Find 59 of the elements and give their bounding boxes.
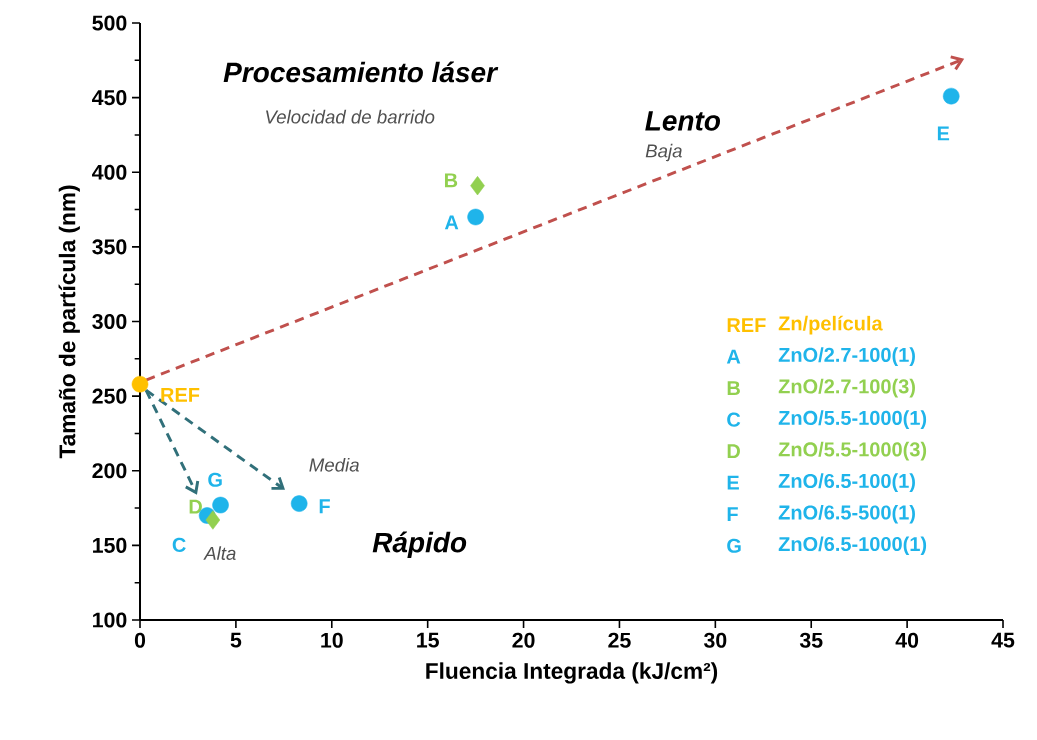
annotation: Procesamiento láser: [223, 61, 499, 83]
annotation: ZnO/6.5-1000(1): [778, 536, 927, 556]
text: B: [727, 381, 740, 396]
series-label: REF: [161, 387, 200, 402]
series-label: G: [208, 472, 222, 487]
point: [205, 510, 221, 530]
point: [470, 176, 485, 196]
series-label: E: [937, 126, 950, 141]
annotation: Velocidad de barrido: [266, 109, 435, 124]
y-axis-title: Tamaño de partícula (nm): [58, 185, 80, 459]
annotation: ZnO/2.7-100(3): [778, 378, 915, 398]
x-tick-label: 30: [703, 632, 727, 648]
point: [212, 496, 229, 514]
annotation: Media: [309, 457, 359, 472]
text: G: [727, 538, 741, 553]
annotation: ZnO/2.7-100(1): [778, 347, 915, 366]
x-tick-label: 15: [417, 632, 439, 648]
y-tick-label: 200: [92, 463, 127, 479]
point: [290, 495, 308, 512]
annotation: Baja: [645, 143, 682, 162]
annotation: ZnO/5.5-1000(3): [778, 441, 927, 461]
x-axis-title: Fluencia Integrada (kJ/cm²): [426, 662, 718, 684]
x-tick-label: 0: [134, 632, 146, 648]
text: A: [726, 349, 741, 364]
x-tick-label: 40: [895, 632, 919, 648]
series-label: C: [172, 537, 186, 552]
y-tick-label: 450: [92, 90, 127, 106]
x-tick-label: 35: [799, 632, 823, 648]
point: [467, 208, 484, 226]
y-tick-label: 250: [92, 388, 127, 404]
series-label: B: [444, 173, 458, 188]
annotation: ZnO/5.5-1000(1): [778, 410, 927, 429]
point: [131, 375, 149, 393]
x-tick-label: 45: [991, 632, 1015, 648]
x-tick-label: 20: [512, 632, 535, 648]
y-tick-label: 300: [92, 313, 127, 330]
y-tick-label: 100: [93, 612, 127, 628]
y-tick-label: 350: [92, 239, 127, 255]
annotation: Lento: [645, 111, 721, 131]
series-label: D: [189, 499, 202, 514]
text: C: [727, 412, 741, 427]
x-tick-label: 5: [230, 632, 242, 648]
y-tick-label: 400: [92, 164, 127, 180]
annotation: Rápido: [372, 531, 467, 558]
text: REF: [727, 318, 766, 332]
y-tick-label: 150: [93, 537, 127, 553]
series-label: F: [319, 499, 330, 514]
y-tick-label: 500: [92, 15, 127, 31]
text: E: [727, 475, 739, 490]
series-label: A: [444, 215, 459, 230]
text: F: [727, 507, 738, 522]
x-tick-label: 25: [608, 632, 631, 648]
annotation: Zn/película: [778, 315, 883, 335]
x-tick-label: 10: [321, 632, 343, 648]
text: D: [727, 444, 740, 459]
annotation: ZnO/6.5-500(1): [778, 504, 915, 524]
annotation: ZnO/6.5-100(1): [778, 473, 915, 492]
annotation: Alta: [203, 546, 236, 560]
point: [942, 87, 960, 105]
